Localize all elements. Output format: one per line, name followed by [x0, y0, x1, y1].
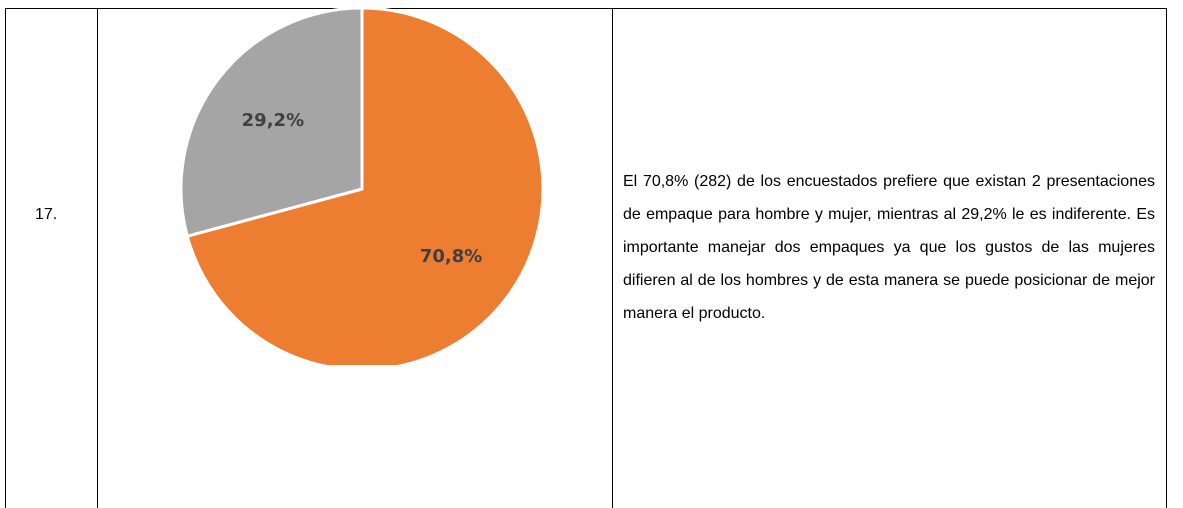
description: El 70,8% (282) de los encuestados prefie… [623, 173, 1155, 322]
table-border [612, 8, 613, 508]
table-border [1166, 8, 1167, 508]
data-label: 29,2% [242, 110, 304, 131]
row-number: 17. [35, 206, 58, 223]
table-border [5, 8, 1167, 9]
pie-slice [179, 6, 364, 239]
table-border [97, 8, 98, 508]
pie-slice [185, 6, 545, 365]
pie [179, 6, 545, 365]
table-border [5, 8, 6, 508]
data-label: 70,8% [420, 246, 482, 267]
